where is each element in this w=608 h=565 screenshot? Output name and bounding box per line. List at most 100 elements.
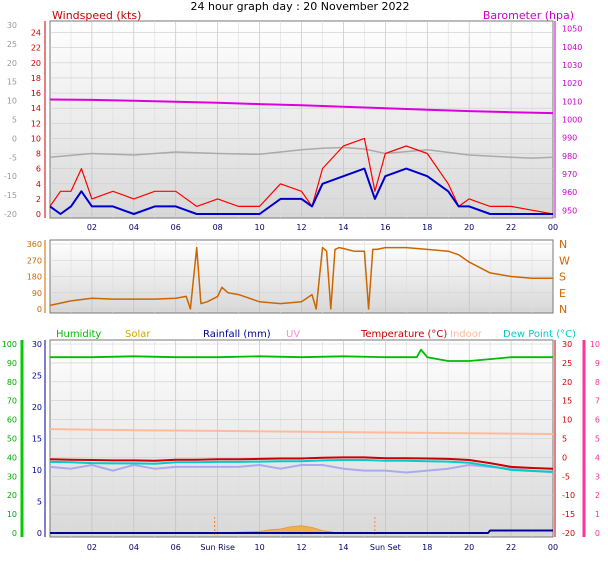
windspeed-tick-label: 2: [36, 195, 41, 204]
barometer-tick-label: 980: [562, 152, 577, 161]
windspeed-tick-label: 10: [31, 134, 41, 143]
wind-x-tick-label: 06: [171, 223, 181, 232]
rainfall-line: [50, 529, 553, 534]
humidity-tick-label: 0: [12, 529, 17, 538]
humidity-tick-label: 70: [7, 397, 17, 406]
barometer-tick-label: 950: [562, 206, 577, 215]
rainfall-tick-label: 0: [37, 529, 42, 538]
outer-left-tick-label: 0: [12, 134, 17, 143]
wind-x-tick-label: 04: [129, 223, 139, 232]
barometer-tick-label: 1030: [562, 61, 582, 70]
uv-tick-label: 8: [595, 378, 600, 387]
uv-tick-label: 2: [595, 491, 600, 500]
temperature-tick-label: 0: [562, 453, 567, 462]
wind-x-tick-label: 16: [380, 223, 390, 232]
temp-x-tick-label: 02: [87, 543, 97, 552]
compass-tick-label: N: [559, 238, 567, 251]
windspeed-line: [49, 137, 554, 215]
uv-tick-label: 3: [595, 472, 600, 481]
direction-tick-label: 360: [27, 240, 42, 249]
windspeed-tick-label: 20: [31, 59, 41, 68]
windspeed-tick-label: 6: [36, 165, 41, 174]
compass-tick-label: N: [559, 303, 567, 316]
temp-x-tick-label: 20: [464, 543, 474, 552]
windspeed-axis-label: Windspeed (kts): [52, 9, 141, 22]
temp-x-tick-label: 22: [506, 543, 516, 552]
uv-tick-label: 5: [595, 435, 600, 444]
direction-line: [49, 246, 553, 310]
rainfall-tick-label: 25: [32, 372, 42, 381]
temp-x-tick-label: Sun Rise: [200, 543, 235, 552]
temperature-panel-ticks: -20-15-10-505101520253010090807060504030…: [2, 340, 600, 552]
direction-tick-label: 270: [27, 256, 42, 265]
humidity-tick-label: 80: [7, 378, 17, 387]
rainfall-tick-label: 5: [37, 498, 42, 507]
legend-label: Humidity: [56, 329, 101, 340]
temp-x-tick-label: 18: [422, 543, 432, 552]
temp-x-tick-label: 12: [296, 543, 306, 552]
gray-series-line: [49, 146, 554, 159]
direction-tick-label: 0: [37, 305, 42, 314]
outer-left-tick-label: 25: [7, 40, 17, 49]
windspeed-tick-label: 12: [31, 119, 41, 128]
compass-tick-label: E: [559, 287, 566, 300]
humidity-tick-label: 20: [7, 491, 17, 500]
outer-left-tick-label: -5: [9, 153, 17, 162]
windspeed-tick-label: 0: [36, 210, 41, 219]
legend-label: UV: [286, 329, 300, 340]
humidity-tick-label: 50: [7, 435, 17, 444]
barometer-axis-label: Barometer (hpa): [483, 9, 574, 22]
windspeed-tick-label: 24: [31, 29, 41, 38]
temperature-panel-series: [49, 348, 554, 534]
outer-left-tick-label: -10: [4, 172, 17, 181]
lavender-series-line: [49, 464, 554, 474]
barometer-line: [49, 98, 554, 115]
uv-tick-label: 9: [595, 359, 600, 368]
wind-panel-ticks: 024681012141618202224302520151050-5-10-1…: [4, 21, 582, 232]
temperature-panel-grid: [50, 340, 553, 537]
temperature-tick-label: 15: [562, 397, 572, 406]
legend-label: Solar: [125, 329, 151, 340]
outer-left-tick-label: -20: [4, 210, 17, 219]
outer-left-tick-label: -15: [4, 191, 17, 200]
windspeed-tick-label: 22: [31, 44, 41, 53]
barometer-tick-label: 1040: [562, 43, 582, 52]
temp-x-tick-label: 10: [254, 543, 264, 552]
wind-x-tick-label: 00: [548, 223, 558, 232]
rainfall-tick-label: 15: [32, 435, 42, 444]
barometer-tick-label: 1010: [562, 97, 582, 106]
temp-x-tick-label: 00: [548, 543, 558, 552]
humidity-tick-label: 10: [7, 510, 17, 519]
windspeed-tick-label: 16: [31, 89, 41, 98]
wind-x-tick-label: 18: [422, 223, 432, 232]
wind-x-tick-label: 14: [338, 223, 348, 232]
direction-panel-grid: [50, 240, 553, 313]
direction-tick-label: 90: [32, 289, 42, 298]
uv-tick-label: 10: [590, 340, 600, 349]
dewpoint-line: [49, 459, 554, 473]
rainfall-tick-label: 10: [32, 466, 42, 475]
barometer-tick-label: 1000: [562, 116, 582, 125]
temperature-tick-label: 20: [562, 378, 572, 387]
compass-tick-label: S: [559, 271, 566, 284]
temperature-tick-label: -5: [562, 472, 570, 481]
windspeed-tick-label: 14: [31, 104, 41, 113]
barometer-tick-label: 1050: [562, 25, 582, 34]
humidity-tick-label: 40: [7, 453, 17, 462]
compass-tick-label: W: [559, 254, 570, 267]
page-title: 24 hour graph day : 20 November 2022: [190, 0, 409, 13]
temperature-tick-label: 25: [562, 359, 572, 368]
temp-x-tick-label: 14: [338, 543, 348, 552]
uv-tick-label: 6: [595, 416, 600, 425]
humidity-tick-label: 30: [7, 472, 17, 481]
direction-panel-series: [49, 246, 553, 310]
rainfall-tick-label: 20: [32, 403, 42, 412]
humidity-line: [50, 348, 553, 362]
barometer-tick-label: 960: [562, 188, 577, 197]
direction-tick-label: 180: [27, 273, 42, 282]
temperature-tick-label: 5: [562, 435, 567, 444]
wind-x-tick-label: 02: [87, 223, 97, 232]
legend-label: Rainfall (mm): [203, 329, 271, 340]
